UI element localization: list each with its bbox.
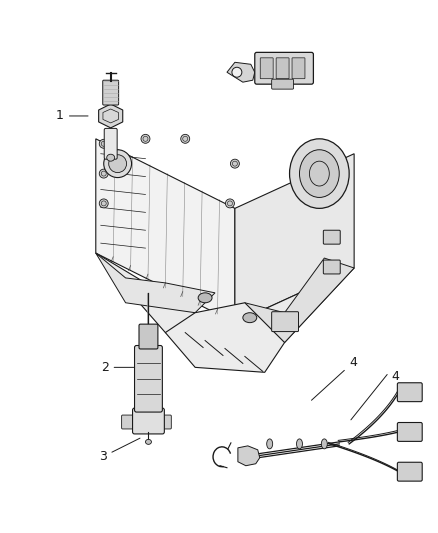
Polygon shape (96, 139, 235, 322)
Text: 3: 3 (99, 438, 140, 463)
Polygon shape (235, 258, 354, 343)
FancyBboxPatch shape (292, 58, 305, 79)
FancyBboxPatch shape (260, 58, 273, 79)
Polygon shape (96, 253, 215, 313)
Text: 4: 4 (391, 370, 399, 383)
Ellipse shape (141, 134, 150, 143)
Ellipse shape (300, 150, 339, 197)
Polygon shape (227, 62, 255, 82)
Ellipse shape (104, 150, 131, 177)
FancyBboxPatch shape (323, 230, 340, 244)
Ellipse shape (99, 199, 108, 208)
FancyBboxPatch shape (255, 52, 314, 84)
Polygon shape (96, 253, 354, 343)
Ellipse shape (297, 439, 303, 449)
FancyBboxPatch shape (276, 58, 289, 79)
Ellipse shape (99, 139, 108, 148)
Ellipse shape (145, 439, 152, 445)
Ellipse shape (109, 155, 127, 173)
FancyBboxPatch shape (139, 324, 158, 349)
Ellipse shape (198, 293, 212, 303)
Ellipse shape (99, 169, 108, 178)
FancyBboxPatch shape (397, 383, 422, 402)
Polygon shape (238, 446, 260, 466)
FancyBboxPatch shape (272, 79, 293, 89)
FancyBboxPatch shape (103, 80, 119, 105)
Polygon shape (99, 104, 123, 128)
Ellipse shape (181, 134, 190, 143)
Ellipse shape (267, 439, 273, 449)
FancyBboxPatch shape (133, 408, 164, 434)
Ellipse shape (226, 199, 234, 208)
Ellipse shape (230, 159, 240, 168)
Text: 4: 4 (311, 356, 357, 400)
FancyBboxPatch shape (122, 415, 135, 429)
Text: 2: 2 (101, 361, 134, 374)
Polygon shape (235, 154, 354, 322)
Ellipse shape (290, 139, 349, 208)
Ellipse shape (321, 439, 327, 449)
FancyBboxPatch shape (397, 462, 422, 481)
Ellipse shape (243, 313, 257, 322)
FancyBboxPatch shape (272, 312, 298, 332)
Polygon shape (165, 303, 285, 373)
FancyBboxPatch shape (157, 415, 171, 429)
FancyBboxPatch shape (104, 128, 117, 159)
Ellipse shape (232, 67, 242, 77)
FancyBboxPatch shape (397, 423, 422, 441)
Text: 1: 1 (56, 109, 88, 123)
FancyBboxPatch shape (134, 345, 162, 412)
Ellipse shape (107, 154, 115, 161)
FancyBboxPatch shape (323, 260, 340, 274)
